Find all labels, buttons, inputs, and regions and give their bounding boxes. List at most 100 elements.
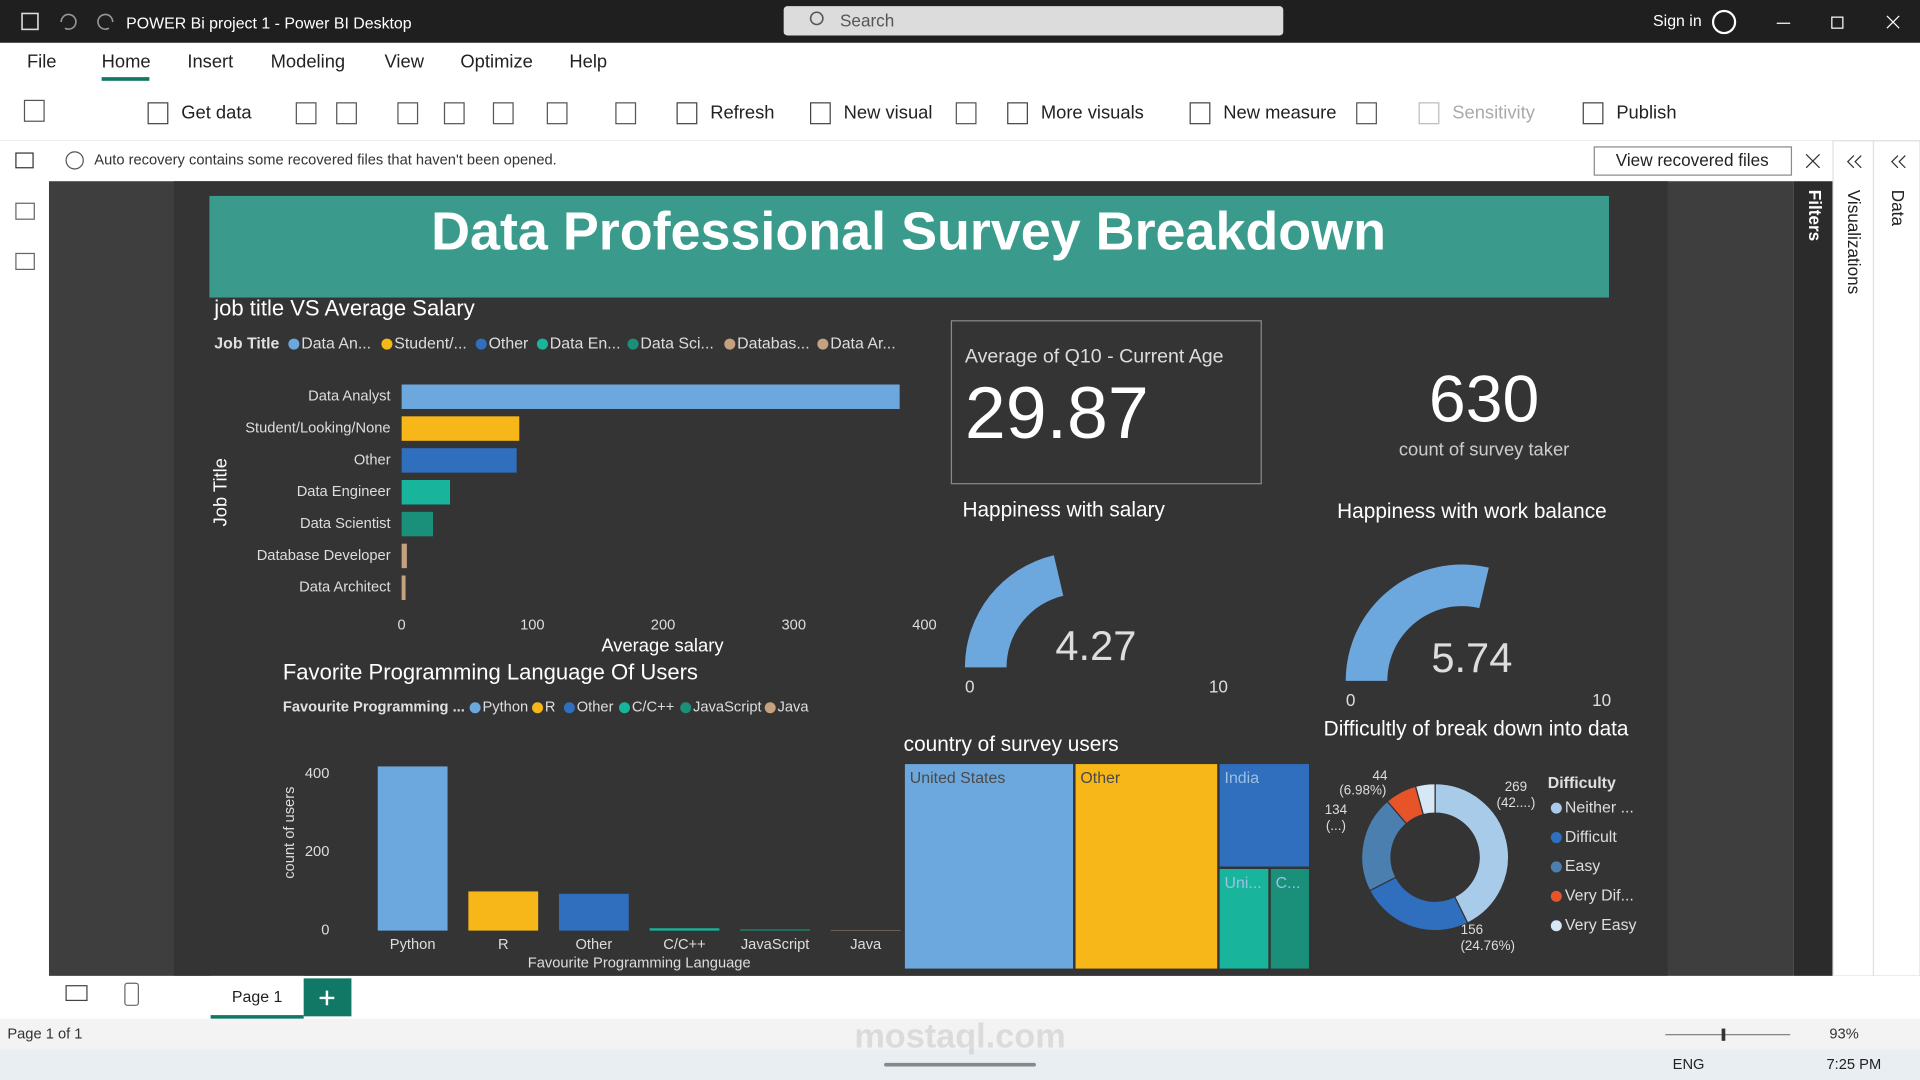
legend-swatch xyxy=(817,338,829,350)
legend-swatch xyxy=(618,702,630,714)
legend-swatch xyxy=(563,702,575,714)
redo-icon[interactable] xyxy=(97,13,114,30)
y-tick-label: Database Developer xyxy=(257,548,391,564)
legend-swatch xyxy=(1550,890,1562,902)
ribbon-icon[interactable] xyxy=(810,102,831,125)
ribbon-icon[interactable] xyxy=(492,102,514,125)
ribbon-button[interactable]: Refresh xyxy=(710,102,774,123)
data-pane[interactable] xyxy=(1872,140,1920,977)
restore-button[interactable] xyxy=(1831,16,1844,29)
x-tick-label: 0 xyxy=(398,618,406,634)
account-icon[interactable] xyxy=(1711,9,1737,35)
gauge-title: Happiness with work balance xyxy=(1337,499,1607,523)
legend-label: Data Ar... xyxy=(830,335,895,352)
mobile-layout-icon[interactable] xyxy=(124,982,139,1006)
x-tick-label: C/C++ xyxy=(663,937,705,953)
model-view-icon[interactable] xyxy=(15,252,35,270)
report-title: Data Professional Survey Breakdown xyxy=(431,201,1386,261)
ribbon-button[interactable]: New visual xyxy=(844,102,933,123)
treemap-tile xyxy=(1219,869,1269,969)
legend-swatch xyxy=(627,338,639,350)
treemap-tile xyxy=(1219,764,1309,867)
x-tick-label: 400 xyxy=(912,618,937,634)
legend-label: Other xyxy=(577,700,614,716)
zoom-thumb[interactable] xyxy=(1721,1028,1726,1041)
ribbon-button[interactable]: Get data xyxy=(181,102,252,123)
collapse-data[interactable] xyxy=(1890,155,1906,169)
legend-swatch xyxy=(536,338,548,350)
sign-in[interactable]: Sign in xyxy=(1653,13,1702,30)
undo-icon[interactable] xyxy=(60,13,77,30)
ribbon-icon[interactable] xyxy=(147,102,169,125)
ribbon-icon[interactable] xyxy=(23,99,45,122)
menu-item[interactable]: Help xyxy=(569,50,607,71)
ribbon-icon[interactable] xyxy=(1356,102,1377,125)
legend-label: Easy xyxy=(1565,858,1600,875)
dismiss-notice[interactable] xyxy=(1805,153,1821,169)
pane-label[interactable]: Visualizations xyxy=(1844,190,1864,294)
table-view-icon[interactable] xyxy=(15,202,35,220)
filters-pane[interactable] xyxy=(1793,181,1834,976)
x-tick-label: Other xyxy=(576,937,613,953)
ribbon-button[interactable]: Publish xyxy=(1616,102,1676,123)
legend-label: Other xyxy=(489,335,529,352)
menu-item[interactable]: File xyxy=(27,50,57,71)
y-tick-label: Data Architect xyxy=(299,580,390,596)
treemap-tile xyxy=(1270,869,1309,969)
search-box[interactable] xyxy=(783,6,1284,36)
menu-item[interactable]: Optimize xyxy=(460,50,532,71)
y-tick-label: Data Engineer xyxy=(297,484,391,500)
report-view-icon[interactable] xyxy=(15,152,34,169)
legend-label: C/C++ xyxy=(632,700,674,716)
menu-item[interactable]: View xyxy=(384,50,424,71)
y-tick-label: Data Scientist xyxy=(300,516,391,532)
pane-label[interactable]: Data xyxy=(1888,190,1908,227)
collapse-visualizations[interactable] xyxy=(1846,155,1862,169)
legend-title: Favourite Programming ... xyxy=(283,700,465,716)
ribbon-icon[interactable] xyxy=(443,102,465,125)
ribbon-icon[interactable] xyxy=(1007,102,1028,125)
ribbon-icon[interactable] xyxy=(1582,102,1604,125)
ribbon-icon[interactable] xyxy=(1189,102,1211,125)
ribbon-button[interactable]: Sensitivity xyxy=(1452,102,1535,123)
ribbon-icon[interactable] xyxy=(336,102,357,125)
chart-title: job title VS Average Salary xyxy=(213,296,474,321)
taskbar-handle xyxy=(884,1062,1036,1067)
page-tab-label[interactable]: Page 1 xyxy=(232,989,283,1006)
y-tick-label: Data Analyst xyxy=(308,389,390,405)
ribbon-icon[interactable] xyxy=(955,102,977,125)
ribbon-icon[interactable] xyxy=(546,102,568,125)
legend-label: Python xyxy=(482,700,528,716)
ribbon-icon[interactable] xyxy=(676,102,698,125)
close-button[interactable] xyxy=(1886,15,1900,29)
info-icon xyxy=(65,151,84,170)
page-tab[interactable] xyxy=(210,975,304,1019)
desktop-layout-icon[interactable] xyxy=(65,985,88,1002)
legend-swatch xyxy=(1550,861,1562,873)
recover-button-label[interactable]: View recovered files xyxy=(1616,150,1769,170)
recover-button[interactable] xyxy=(1593,146,1793,176)
clock: 7:25 PM xyxy=(1827,1057,1882,1073)
y-tick-label: Other xyxy=(354,452,391,468)
pane-label[interactable]: Filters xyxy=(1805,190,1825,241)
ribbon-icon[interactable] xyxy=(295,102,317,125)
column xyxy=(740,929,810,931)
search-icon xyxy=(809,11,824,26)
menu-item[interactable]: Home xyxy=(102,50,151,71)
data-label: 156 xyxy=(1461,922,1483,937)
ribbon-icon[interactable] xyxy=(1418,102,1440,125)
add-page-icon xyxy=(319,990,335,1006)
ribbon-button[interactable]: New measure xyxy=(1223,102,1336,123)
legend-swatch xyxy=(381,338,393,350)
menu-item[interactable]: Modeling xyxy=(271,50,346,71)
chart-title: Difficultly of break down into data xyxy=(1324,717,1629,740)
save-icon[interactable] xyxy=(21,12,39,31)
ribbon-icon[interactable] xyxy=(397,102,419,125)
zoom-level: 93% xyxy=(1829,1027,1858,1043)
menu-item[interactable]: Insert xyxy=(187,50,233,71)
card-label: count of survey taker xyxy=(1399,438,1569,459)
ribbon-icon[interactable] xyxy=(615,102,637,125)
visualizations-pane[interactable] xyxy=(1832,140,1875,977)
legend-label: Difficult xyxy=(1565,829,1617,846)
ribbon-button[interactable]: More visuals xyxy=(1041,102,1144,123)
